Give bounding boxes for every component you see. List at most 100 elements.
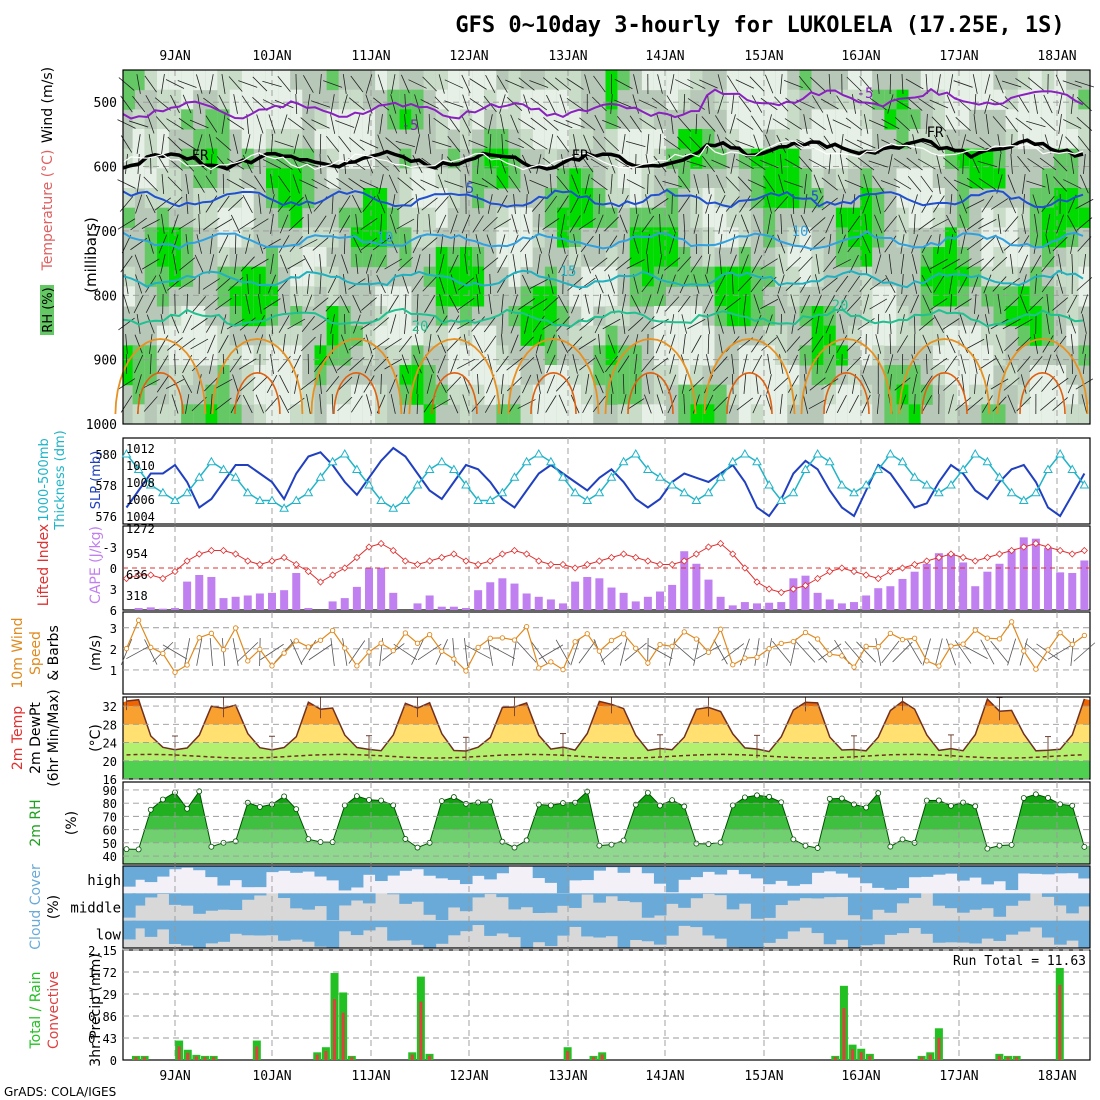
cloud-bar-2-50 bbox=[702, 920, 716, 936]
wind-barb bbox=[960, 234, 966, 254]
rh-cell bbox=[411, 168, 424, 189]
lifted-point-47 bbox=[692, 550, 700, 558]
thickness-point-66 bbox=[921, 479, 932, 489]
rh-cell bbox=[290, 109, 303, 130]
lifted-point-46 bbox=[680, 557, 688, 565]
precip-conv-bar-10 bbox=[333, 999, 337, 1060]
rh-cell bbox=[1054, 404, 1067, 425]
wind-barb bbox=[1082, 254, 1087, 274]
cloud-bar-2-76 bbox=[1017, 920, 1031, 932]
wind-barb bbox=[621, 314, 626, 334]
rh2m-point-20 bbox=[366, 796, 372, 803]
lifted-point-42 bbox=[632, 553, 640, 562]
wind-barb bbox=[1021, 214, 1026, 234]
rh2m-point-16 bbox=[317, 839, 324, 845]
lifted-point-36 bbox=[559, 560, 567, 569]
wind-barb bbox=[971, 274, 980, 294]
wind10-label-units: (m/s) bbox=[88, 635, 104, 672]
rh-cell bbox=[278, 168, 291, 189]
wind-barb bbox=[738, 95, 752, 113]
lifted-point-75 bbox=[1032, 539, 1040, 548]
rh2m-point-28 bbox=[463, 800, 469, 807]
cloud-bar-1-16 bbox=[290, 893, 303, 909]
lifted-point-43 bbox=[644, 557, 652, 565]
wind-barb bbox=[143, 176, 159, 192]
wind-barb bbox=[298, 160, 319, 168]
wind10-barb-19 bbox=[348, 640, 366, 664]
wind-barb bbox=[414, 94, 421, 114]
wind-barb bbox=[209, 354, 214, 374]
isotherm-warm-3 bbox=[408, 338, 501, 415]
rh-cell bbox=[726, 306, 739, 327]
wind-barb bbox=[966, 258, 984, 270]
thickness-tick-1: 578 bbox=[95, 479, 117, 493]
rh-cell bbox=[423, 325, 436, 346]
lifted-point-29 bbox=[474, 560, 482, 569]
lifted-point-58 bbox=[826, 567, 834, 576]
wind10-point-32 bbox=[511, 637, 518, 643]
wind-barb bbox=[330, 314, 335, 334]
rh-cell bbox=[156, 168, 169, 189]
precip-conv-bar-9 bbox=[324, 1051, 328, 1060]
rh-cell bbox=[714, 384, 727, 405]
rh2m-point-77 bbox=[1057, 801, 1064, 808]
cloud-bar-2-52 bbox=[726, 920, 740, 948]
wind-barb bbox=[341, 254, 349, 274]
wind-barb bbox=[724, 297, 741, 311]
rh-cell bbox=[387, 286, 400, 307]
isotherm-hot-6 bbox=[726, 371, 773, 415]
cape-bar-21 bbox=[352, 586, 361, 610]
wind10-point-27 bbox=[451, 656, 457, 662]
cloud-bar-2-19 bbox=[326, 920, 340, 948]
rh-cell bbox=[253, 404, 266, 425]
wind-barb bbox=[218, 234, 229, 254]
rh-cell bbox=[435, 168, 448, 189]
wind-barb bbox=[622, 373, 625, 395]
rh-cell bbox=[957, 286, 970, 307]
wind-barb bbox=[136, 174, 141, 194]
rh-cell bbox=[1017, 384, 1030, 405]
rh-cell bbox=[205, 109, 218, 130]
cloud-bar-0-50 bbox=[702, 866, 716, 872]
rh-cell bbox=[666, 247, 679, 268]
wind10-barb-18 bbox=[342, 638, 348, 666]
rh-cell bbox=[617, 70, 630, 91]
rh-cell bbox=[763, 70, 776, 91]
wind10-point-21 bbox=[378, 640, 384, 646]
wind-barb bbox=[401, 274, 409, 294]
rh-cell bbox=[144, 227, 157, 248]
rh-cell bbox=[314, 365, 327, 386]
slp-tick-2: 1008 bbox=[126, 476, 155, 490]
cloud-bar-0-53 bbox=[738, 866, 752, 875]
date-bottom-0: 9JAN bbox=[159, 1069, 190, 1084]
wind10-barb-50 bbox=[721, 643, 745, 661]
wind-barb bbox=[888, 254, 892, 274]
lifted-point-17 bbox=[329, 571, 337, 579]
wind-barb bbox=[556, 135, 570, 153]
wind10-point-70 bbox=[972, 627, 978, 633]
wind-barb bbox=[715, 115, 727, 133]
dewpt-label: 2m DewPt bbox=[28, 702, 44, 774]
pressure-tick-5: 1000 bbox=[86, 418, 117, 433]
rh2m-point-3 bbox=[159, 796, 166, 803]
wind-barb bbox=[148, 134, 153, 154]
wind-barb bbox=[416, 393, 419, 415]
rh2m-point-32 bbox=[511, 844, 518, 851]
wind10-point-3 bbox=[160, 650, 166, 657]
wind-barb bbox=[627, 398, 645, 410]
wind-barb bbox=[457, 277, 475, 291]
rh-cell bbox=[557, 207, 569, 228]
cloud-bar-0-64 bbox=[872, 866, 885, 888]
rh-cell bbox=[641, 207, 654, 228]
wind10-barb-34 bbox=[530, 640, 548, 664]
lifted-point-55 bbox=[789, 585, 797, 593]
wind-barb bbox=[921, 274, 932, 294]
rh-cell bbox=[726, 207, 739, 228]
wind-barb bbox=[845, 117, 863, 131]
wind-barb bbox=[484, 395, 496, 413]
cloud-bar-0-7 bbox=[181, 866, 194, 868]
rh-cell bbox=[945, 286, 957, 307]
rh-cell bbox=[945, 70, 957, 91]
cloud-bar-0-76 bbox=[1017, 866, 1031, 874]
wind-barb bbox=[352, 234, 362, 254]
